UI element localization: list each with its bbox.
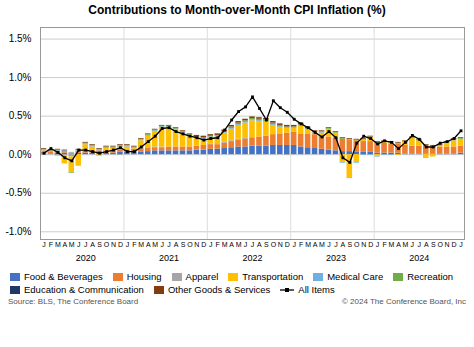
html-text:Apparel: Apparel <box>185 271 219 282</box>
svg-text:N: N <box>361 241 366 248</box>
svg-text:A: A <box>174 241 179 248</box>
svg-text:S: S <box>347 241 352 248</box>
svg-text:J: J <box>251 241 255 248</box>
svg-text:J: J <box>327 241 331 248</box>
svg-text:J: J <box>77 241 81 248</box>
svg-text:N: N <box>111 241 116 248</box>
svg-text:F: F <box>132 241 136 248</box>
svg-text:J: J <box>84 241 88 248</box>
svg-text:0.0%: 0.0% <box>9 149 32 160</box>
svg-text:D: D <box>368 241 373 248</box>
svg-text:O: O <box>437 241 443 248</box>
svg-text:0.5%: 0.5% <box>9 110 32 121</box>
svg-text:O: O <box>354 241 360 248</box>
svg-text:2020: 2020 <box>76 253 96 263</box>
svg-text:A: A <box>313 241 318 248</box>
svg-text:J: J <box>459 241 463 248</box>
svg-text:M: M <box>402 241 408 248</box>
html-text:Transportation: Transportation <box>242 271 304 282</box>
svg-text:N: N <box>445 241 450 248</box>
svg-text:M: M <box>389 241 395 248</box>
svg-text:2023: 2023 <box>326 253 346 263</box>
svg-text:D: D <box>285 241 290 248</box>
svg-text:O: O <box>187 241 193 248</box>
svg-text:M: M <box>55 241 61 248</box>
svg-text:D: D <box>452 241 457 248</box>
svg-text:N: N <box>278 241 283 248</box>
svg-text:J: J <box>42 241 46 248</box>
svg-text:J: J <box>418 241 422 248</box>
svg-text:A: A <box>229 241 234 248</box>
svg-text:J: J <box>167 241 171 248</box>
svg-text:A: A <box>62 241 67 248</box>
svg-text:A: A <box>257 241 262 248</box>
svg-text:D: D <box>118 241 123 248</box>
svg-text:F: F <box>49 241 53 248</box>
html-text:Contributions to Month-over-Mo: Contributions to Month-over-Month CPI In… <box>88 3 386 17</box>
html-text:Medical Care: Medical Care <box>327 271 384 282</box>
svg-text:J: J <box>376 241 380 248</box>
svg-text:A: A <box>90 241 95 248</box>
html-text:Other Goods & Services: Other Goods & Services <box>167 284 271 295</box>
svg-text:J: J <box>334 241 338 248</box>
svg-text:A: A <box>396 241 401 248</box>
svg-text:F: F <box>299 241 303 248</box>
svg-text:1.5%: 1.5% <box>9 33 32 44</box>
svg-text:S: S <box>264 241 269 248</box>
html-text:Education & Communication: Education & Communication <box>24 284 144 295</box>
svg-text:M: M <box>152 241 158 248</box>
html-text:Food & Beverages: Food & Beverages <box>24 271 103 282</box>
svg-text:M: M <box>319 241 325 248</box>
svg-text:1.0%: 1.0% <box>9 72 32 83</box>
svg-text:J: J <box>160 241 164 248</box>
svg-text:J: J <box>292 241 296 248</box>
svg-text:2024: 2024 <box>409 253 429 263</box>
svg-text:-0.5%: -0.5% <box>5 187 31 198</box>
svg-text:S: S <box>181 241 186 248</box>
svg-text:M: M <box>138 241 144 248</box>
svg-text:F: F <box>216 241 220 248</box>
svg-text:O: O <box>104 241 110 248</box>
svg-text:J: J <box>126 241 130 248</box>
svg-text:J: J <box>411 241 415 248</box>
html-text:© 2024 The Conference Board, I: © 2024 The Conference Board, Inc <box>342 297 466 306</box>
svg-text:-1.0%: -1.0% <box>5 226 31 237</box>
svg-text:2022: 2022 <box>242 253 262 263</box>
svg-text:S: S <box>431 241 436 248</box>
svg-text:A: A <box>424 241 429 248</box>
svg-text:2021: 2021 <box>159 253 179 263</box>
svg-text:A: A <box>146 241 151 248</box>
html-text:Housing: Housing <box>126 271 162 282</box>
svg-text:M: M <box>236 241 242 248</box>
svg-text:J: J <box>244 241 248 248</box>
html-text:Recreation: Recreation <box>407 271 454 282</box>
svg-text:D: D <box>201 241 206 248</box>
svg-text:A: A <box>341 241 346 248</box>
svg-text:F: F <box>382 241 386 248</box>
svg-text:M: M <box>222 241 228 248</box>
html-text:All Items: All Items <box>298 284 335 295</box>
svg-text:O: O <box>271 241 277 248</box>
html-text:Source: BLS, The Conference Bo: Source: BLS, The Conference Board <box>8 297 139 306</box>
svg-text:J: J <box>209 241 213 248</box>
svg-text:N: N <box>194 241 199 248</box>
svg-text:M: M <box>69 241 75 248</box>
svg-text:S: S <box>97 241 102 248</box>
svg-text:M: M <box>305 241 311 248</box>
